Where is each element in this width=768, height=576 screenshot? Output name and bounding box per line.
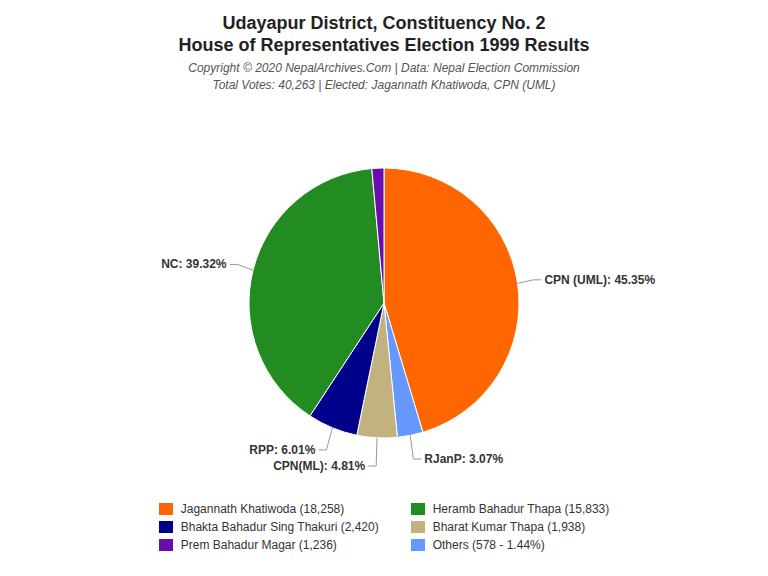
html-text:Heramb Bahadur Thapa (15,833): Heramb Bahadur Thapa (15,833) <box>432 502 610 516</box>
svg-text:CPN(ML): 4.81%: CPN(ML): 4.81% <box>273 459 365 473</box>
html-text:Jagannath Khatiwoda (18,258): Jagannath Khatiwoda (18,258) <box>180 502 345 516</box>
html-text:Prem Bahadur Magar (1,236): Prem Bahadur Magar (1,236) <box>180 538 337 552</box>
html-text:Copyright © 2020 NepalArchives: Copyright © 2020 NepalArchives.Com | Dat… <box>188 61 580 75</box>
html-text:Bharat Kumar Thapa (1,938): Bharat Kumar Thapa (1,938) <box>432 520 586 534</box>
svg-text:NC: 39.32%: NC: 39.32% <box>161 257 227 271</box>
html-text:Bhakta Bahadur Sing Thakuri (2: Bhakta Bahadur Sing Thakuri (2,420) <box>180 520 379 534</box>
html-text:Udayapur District, Constituenc: Udayapur District, Constituency No. 2 <box>222 13 546 33</box>
html-text:Total Votes: 40,263 | Elected:: Total Votes: 40,263 | Elected: Jagannath… <box>212 78 556 92</box>
svg-text:RJanP: 3.07%: RJanP: 3.07% <box>424 452 503 466</box>
svg-text:CPN (UML): 45.35%: CPN (UML): 45.35% <box>544 273 655 287</box>
html-text:House of Representatives Elect: House of Representatives Election 1999 R… <box>178 35 590 55</box>
svg-text:RPP: 6.01%: RPP: 6.01% <box>249 443 315 457</box>
html-text:Others (578 - 1.44%): Others (578 - 1.44%) <box>432 538 545 552</box>
